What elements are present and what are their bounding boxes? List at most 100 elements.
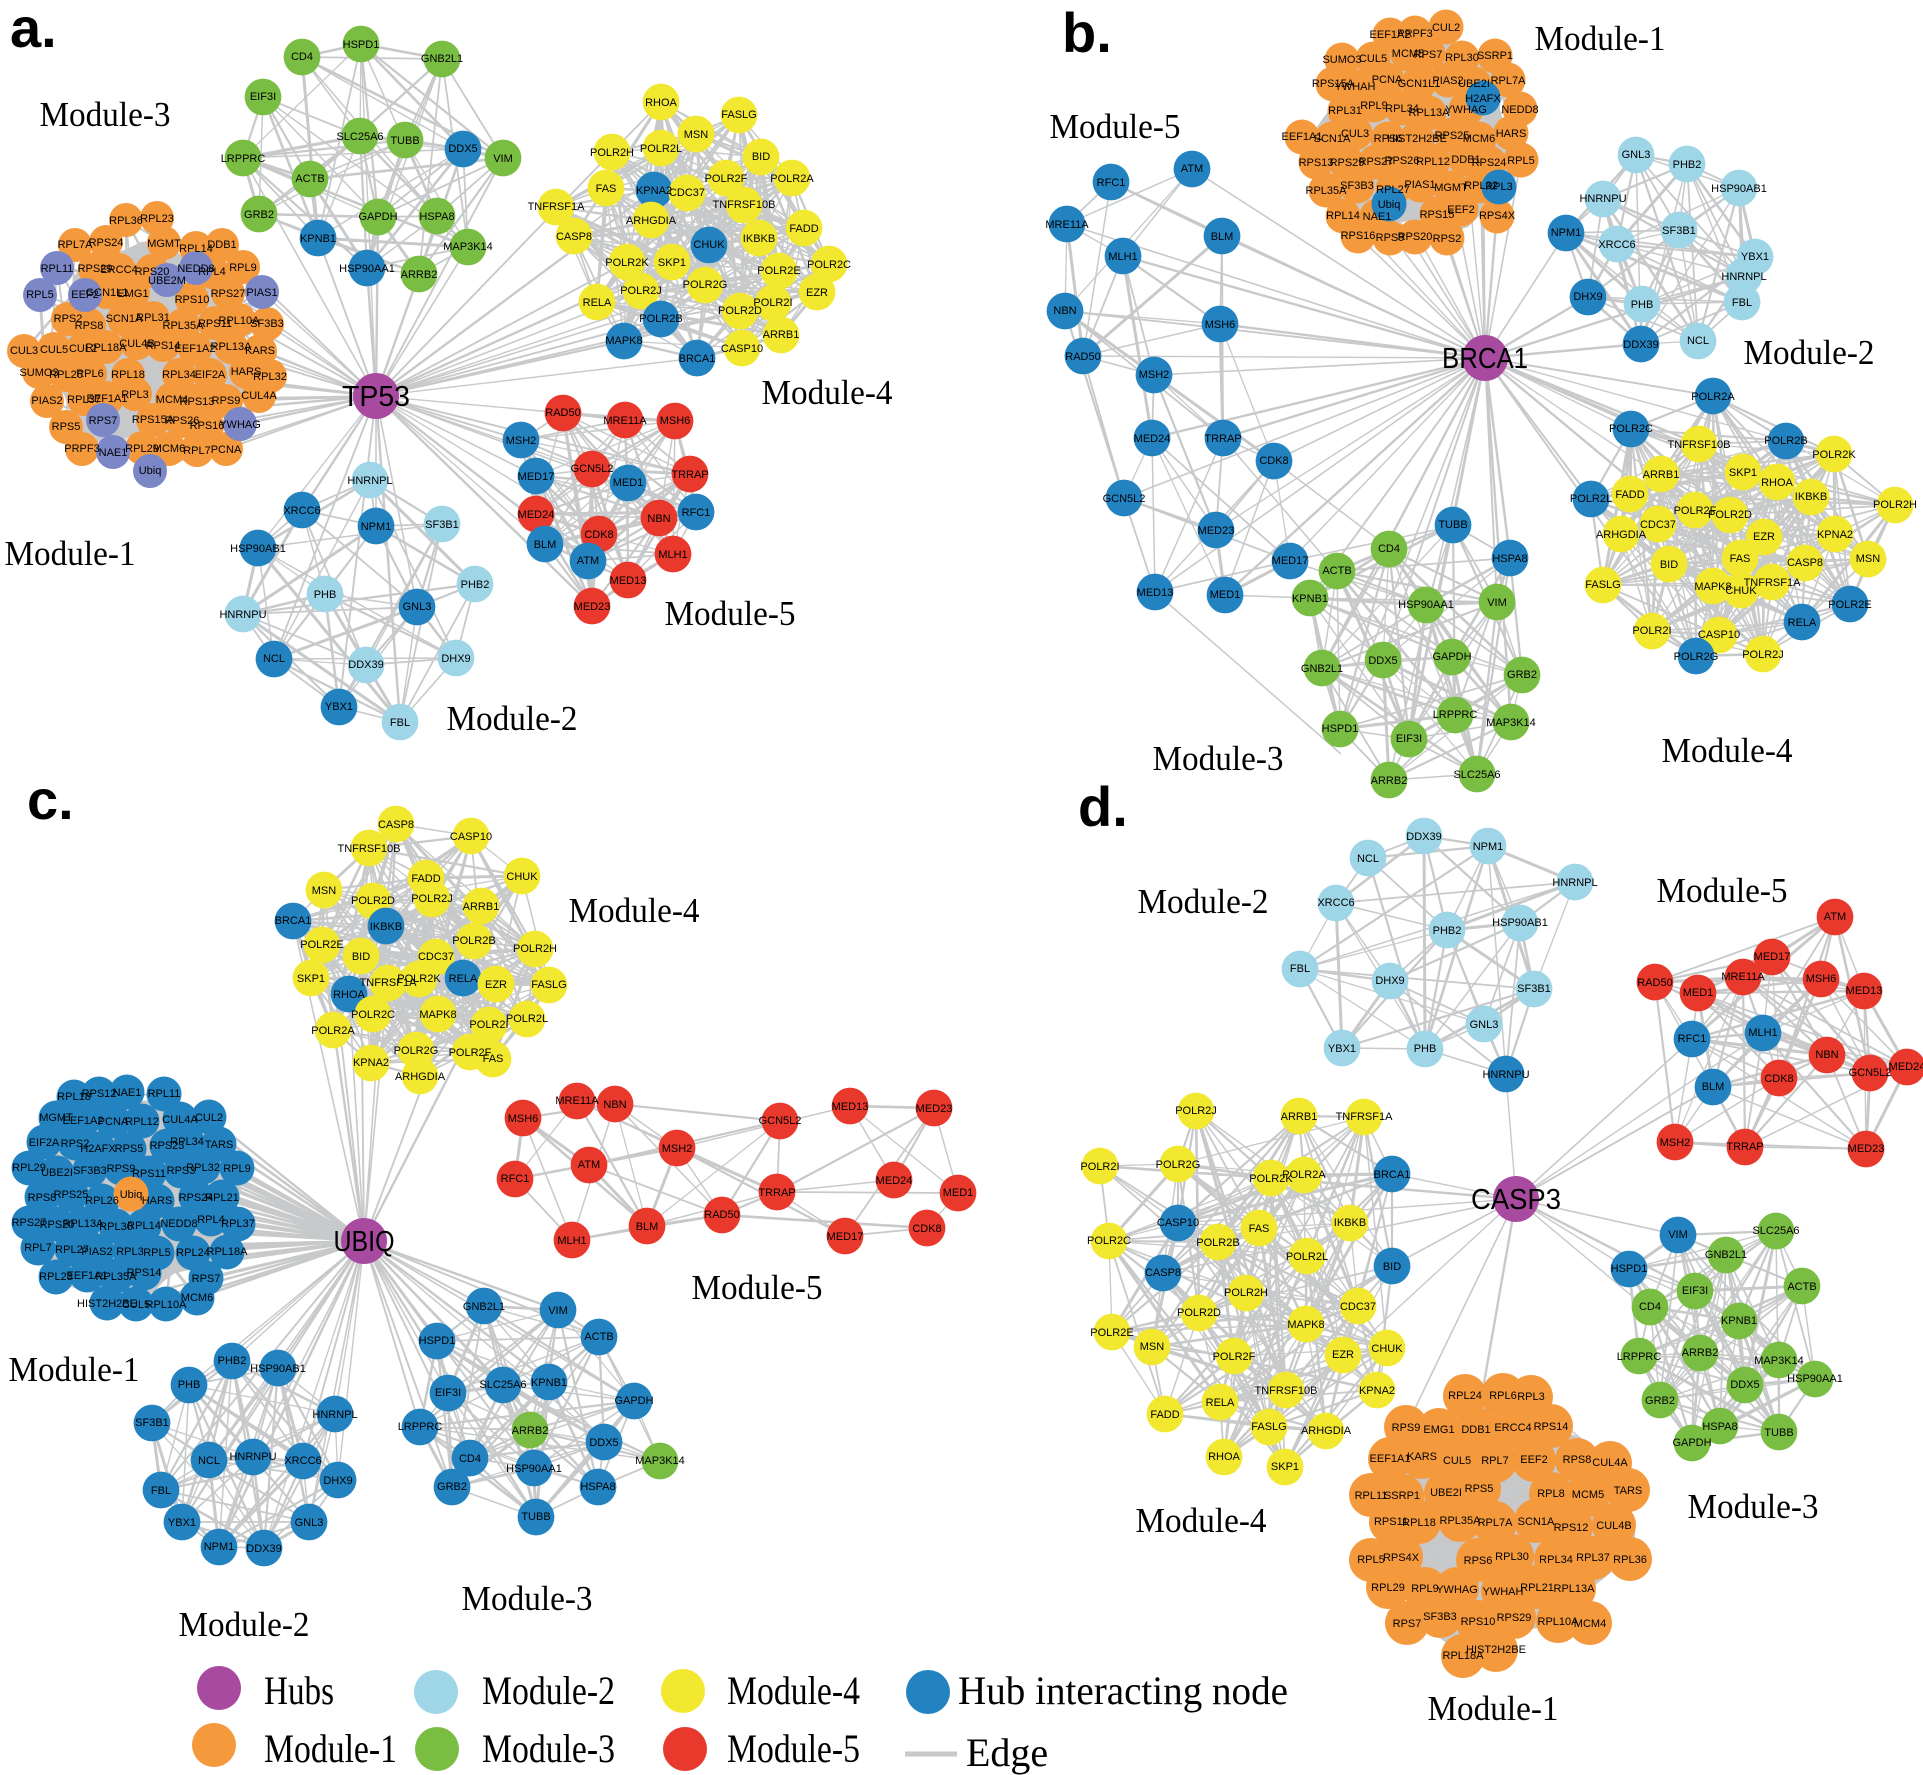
svg-text:RPL13A: RPL13A: [1409, 107, 1451, 119]
svg-text:RPL24: RPL24: [1448, 1390, 1482, 1402]
svg-text:CUL2: CUL2: [195, 1112, 223, 1124]
svg-text:RPL36: RPL36: [109, 215, 143, 227]
svg-text:MED24: MED24: [1889, 1061, 1923, 1073]
svg-text:FASLG: FASLG: [721, 109, 756, 121]
svg-text:UBE2I: UBE2I: [1430, 1487, 1462, 1499]
svg-text:RPL11: RPL11: [148, 1088, 181, 1100]
svg-text:MED13: MED13: [1846, 985, 1883, 997]
svg-text:MED23: MED23: [916, 1103, 953, 1115]
svg-text:Module-5: Module-5: [727, 1726, 860, 1771]
svg-text:CHUK: CHUK: [693, 239, 725, 251]
svg-text:IKBKB: IKBKB: [370, 921, 402, 933]
svg-text:Module-3: Module-3: [482, 1726, 615, 1771]
svg-text:RELA: RELA: [1788, 617, 1817, 629]
svg-text:FBL: FBL: [390, 717, 410, 729]
svg-text:NPM1: NPM1: [204, 1541, 235, 1553]
svg-text:MAPK8: MAPK8: [605, 335, 642, 347]
svg-text:EIF2A: EIF2A: [29, 1137, 60, 1149]
svg-text:MRE11A: MRE11A: [1721, 971, 1765, 983]
svg-text:EEF1A2: EEF1A2: [1370, 29, 1411, 41]
svg-text:MLH1: MLH1: [1748, 1027, 1777, 1039]
svg-text:POLR2J: POLR2J: [1742, 649, 1784, 661]
svg-text:RPS23: RPS23: [150, 1140, 185, 1152]
svg-text:HSP90AA1: HSP90AA1: [506, 1463, 562, 1475]
svg-text:MAP3K14: MAP3K14: [1754, 1355, 1804, 1367]
svg-text:RPS27: RPS27: [1359, 156, 1394, 168]
svg-text:GNB2L1: GNB2L1: [463, 1301, 505, 1313]
svg-text:POLR2I: POLR2I: [753, 297, 792, 309]
svg-text:DHX9: DHX9: [1573, 291, 1602, 303]
svg-text:RPL29: RPL29: [1371, 1582, 1405, 1594]
svg-text:c.: c.: [27, 768, 74, 831]
svg-text:RPL7: RPL7: [1481, 1455, 1509, 1467]
svg-text:SKP1: SKP1: [1729, 467, 1757, 479]
svg-text:RPL29: RPL29: [12, 1162, 46, 1174]
svg-text:IKBKB: IKBKB: [1334, 1217, 1366, 1229]
svg-text:VIM: VIM: [1668, 1229, 1688, 1241]
svg-text:POLR2G: POLR2G: [1156, 1159, 1201, 1171]
svg-text:POLR2L: POLR2L: [1570, 493, 1612, 505]
svg-text:YWHAH: YWHAH: [1483, 1586, 1524, 1598]
svg-text:RPS24: RPS24: [179, 1192, 214, 1204]
svg-text:ARRB2: ARRB2: [401, 269, 438, 281]
svg-text:SLC25A6: SLC25A6: [1752, 1225, 1799, 1237]
svg-text:POLR2L: POLR2L: [640, 143, 682, 155]
svg-text:KPNA2: KPNA2: [1817, 529, 1853, 541]
svg-text:CDK8: CDK8: [1259, 455, 1288, 467]
svg-text:RPL6: RPL6: [76, 368, 104, 380]
svg-text:EMG1: EMG1: [117, 288, 148, 300]
svg-text:RPS11: RPS11: [1374, 1516, 1408, 1528]
svg-text:RFC1: RFC1: [501, 1173, 530, 1185]
svg-text:RPS16: RPS16: [190, 420, 225, 432]
svg-text:Ubiq: Ubiq: [120, 1189, 143, 1201]
svg-text:CASP10: CASP10: [1157, 1217, 1199, 1229]
svg-text:ACTB: ACTB: [1787, 1281, 1816, 1293]
svg-text:EIF3I: EIF3I: [435, 1387, 461, 1399]
svg-text:FASLG: FASLG: [1585, 579, 1620, 591]
svg-text:RPL9: RPL9: [1360, 100, 1388, 112]
svg-text:SUMO3: SUMO3: [19, 367, 58, 379]
svg-text:RFC1: RFC1: [1678, 1033, 1707, 1045]
svg-text:Module-1: Module-1: [9, 1350, 140, 1389]
svg-text:RPL7A: RPL7A: [1491, 75, 1527, 87]
svg-text:SF3B3: SF3B3: [73, 1165, 107, 1177]
svg-text:CDC37: CDC37: [1640, 519, 1676, 531]
svg-text:Module-2: Module-2: [447, 699, 578, 738]
svg-text:DDB1: DDB1: [207, 239, 236, 251]
svg-text:RPL10A: RPL10A: [146, 1299, 188, 1311]
svg-text:KPNB1: KPNB1: [1721, 1315, 1757, 1327]
svg-text:RPL18A: RPL18A: [86, 342, 128, 354]
svg-text:CDK8: CDK8: [912, 1223, 941, 1235]
svg-text:RPL35A: RPL35A: [96, 1271, 138, 1283]
svg-text:CDC37: CDC37: [418, 951, 454, 963]
svg-text:FBL: FBL: [151, 1485, 171, 1497]
svg-text:ATM: ATM: [578, 1159, 600, 1171]
svg-text:MED17: MED17: [1272, 555, 1309, 567]
svg-text:IKBKB: IKBKB: [1795, 491, 1827, 503]
svg-text:MCM4: MCM4: [1574, 1618, 1606, 1630]
svg-text:RPL9: RPL9: [1411, 1583, 1439, 1595]
svg-text:MSH2: MSH2: [662, 1143, 693, 1155]
svg-text:KPNA2: KPNA2: [636, 185, 672, 197]
svg-text:PRPF3: PRPF3: [64, 443, 99, 455]
svg-text:RPS14: RPS14: [1534, 1421, 1569, 1433]
svg-text:TRRAP: TRRAP: [758, 1187, 795, 1199]
svg-text:RPL10A: RPL10A: [219, 315, 261, 327]
svg-text:RPL13A: RPL13A: [211, 341, 253, 353]
svg-text:RPL13A: RPL13A: [63, 1218, 105, 1230]
svg-text:RPS29: RPS29: [78, 263, 113, 275]
svg-text:TUBB: TUBB: [1764, 1427, 1793, 1439]
svg-text:RPL3: RPL3: [1485, 181, 1513, 193]
svg-text:RPS8: RPS8: [28, 1192, 57, 1204]
svg-text:RPL18A: RPL18A: [1443, 1650, 1485, 1662]
svg-text:CASP8: CASP8: [1145, 1267, 1181, 1279]
svg-text:EEF1A2: EEF1A2: [63, 1115, 104, 1127]
svg-text:RPL18: RPL18: [57, 1091, 91, 1103]
svg-text:Module-5: Module-5: [1657, 871, 1788, 910]
svg-text:Ubiq: Ubiq: [139, 465, 162, 477]
svg-text:RPL7A: RPL7A: [1478, 1517, 1514, 1529]
svg-text:POLR2A: POLR2A: [311, 1025, 355, 1037]
svg-text:MLH1: MLH1: [557, 1235, 586, 1247]
svg-text:RPL24: RPL24: [176, 1247, 210, 1259]
svg-text:d.: d.: [1078, 775, 1128, 838]
